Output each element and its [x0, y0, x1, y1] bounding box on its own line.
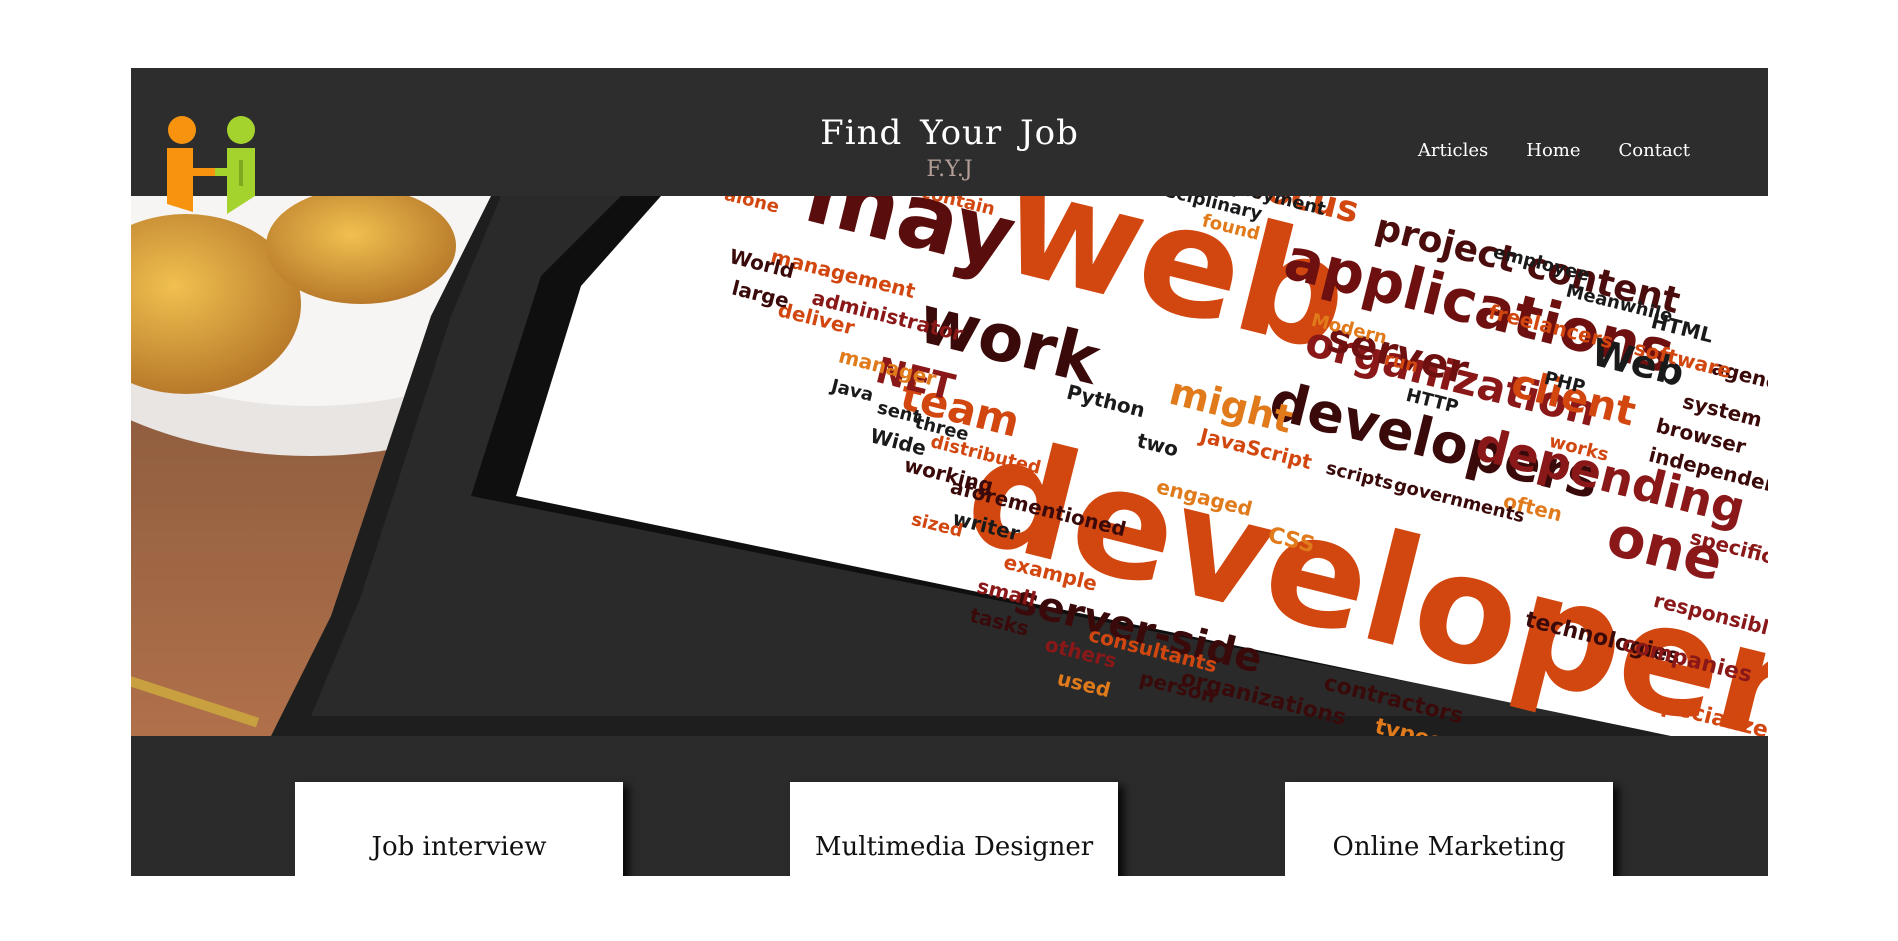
nav-articles-link[interactable]: Articles — [1417, 140, 1489, 161]
brand: Find Your Job F.Y.J — [131, 113, 1768, 182]
card-job-interview[interactable]: Job interview — [295, 782, 623, 876]
category-cards: Job interview Multimedia Designer Online… — [131, 736, 1768, 876]
handshake-logo-icon[interactable] — [161, 116, 271, 226]
site-container: web developer may work applications orga… — [131, 68, 1768, 876]
card-multimedia-designer[interactable]: Multimedia Designer — [790, 782, 1118, 876]
nav-home-link[interactable]: Home — [1526, 140, 1581, 161]
main-nav: Articles Home Contact — [1418, 140, 1690, 161]
site-subtitle: F.Y.J — [926, 157, 973, 182]
cookie-image — [131, 214, 301, 394]
hero-image: web developer may work applications orga… — [131, 196, 1768, 736]
site-title: Find Your Job — [820, 113, 1079, 153]
card-online-marketing[interactable]: Online Marketing — [1285, 782, 1613, 876]
card-title: Multimedia Designer — [814, 832, 1094, 862]
nav-contact-link[interactable]: Contact — [1618, 140, 1690, 161]
card-title: Job interview — [371, 832, 547, 862]
hero-banner: web developer may work applications orga… — [131, 196, 1768, 736]
site-header: Find Your Job F.Y.J Articles Home Contac… — [131, 68, 1768, 196]
tablet-screen — [516, 196, 1768, 736]
card-title: Online Marketing — [1332, 832, 1566, 862]
